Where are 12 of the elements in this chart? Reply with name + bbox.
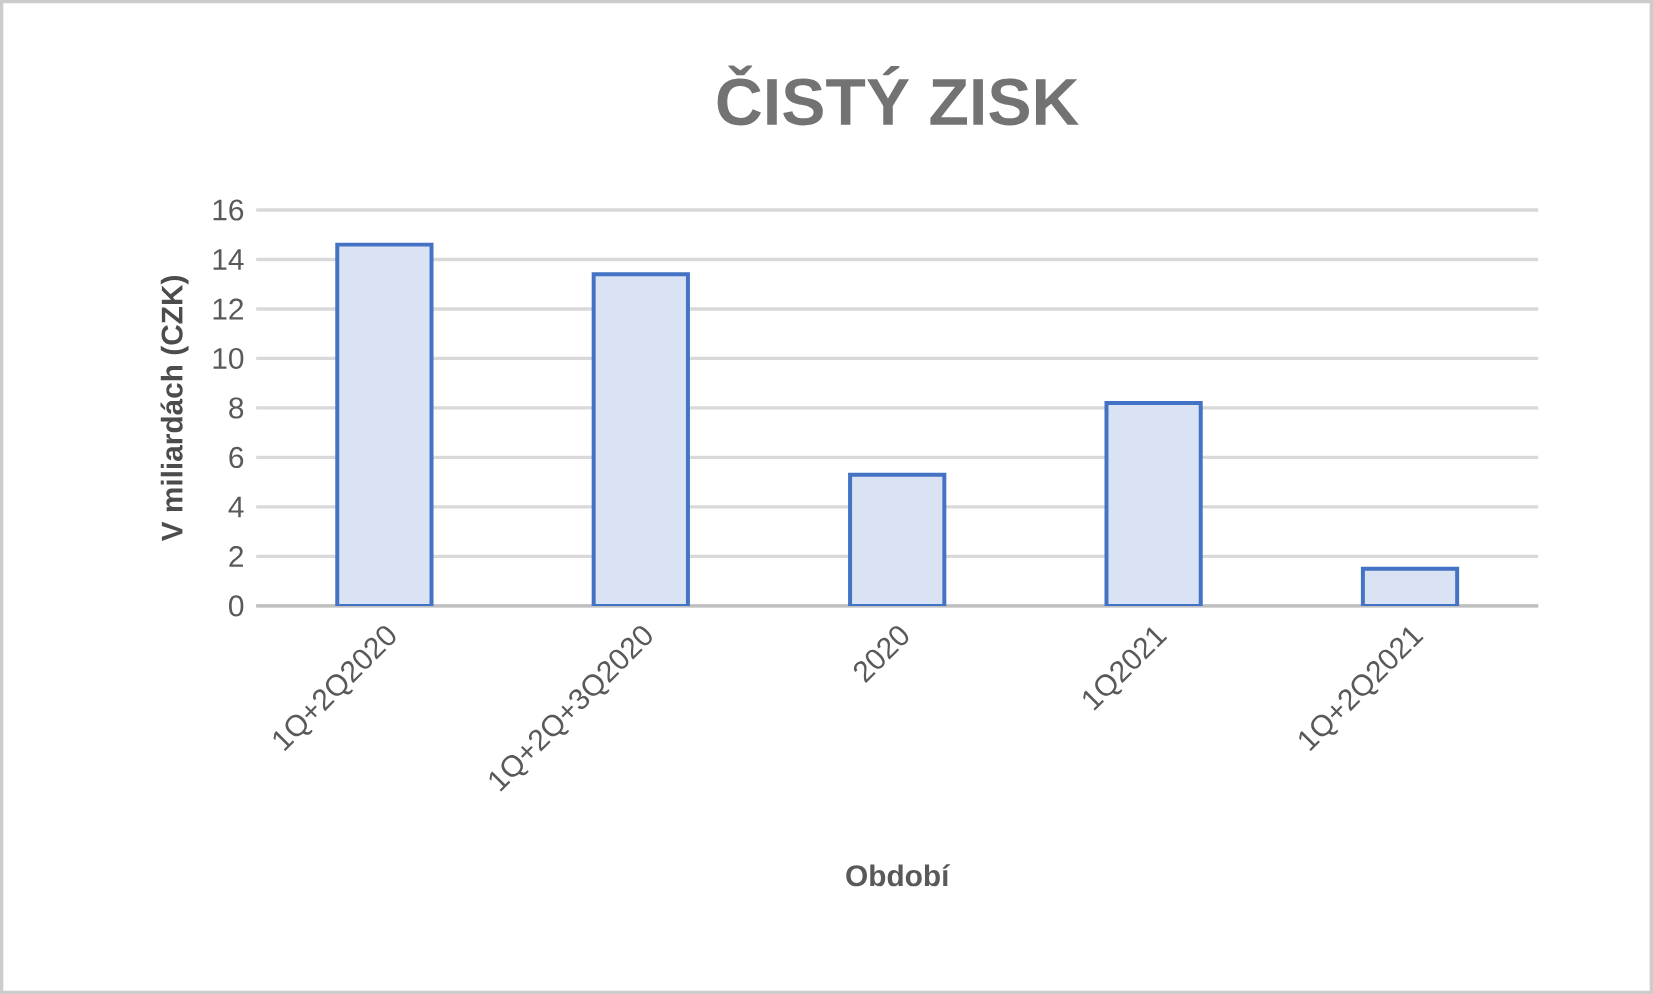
y-tick-label: 8: [229, 397, 244, 419]
y-axis-title: V miliardách (CZK): [160, 276, 189, 542]
y-tick-label: 2: [229, 545, 243, 567]
chart-title: ČISTÝ ZISK: [717, 65, 1079, 126]
y-tick-label: 14: [213, 249, 244, 270]
x-axis-title: Období: [846, 864, 951, 887]
y-tick-label: 6: [229, 446, 244, 468]
y-tick-label: 12: [213, 298, 243, 320]
y-tick-label: 10: [213, 347, 244, 370]
y-tick-label: 0: [229, 595, 244, 617]
y-tick-label: 16: [213, 199, 244, 221]
y-tick-label: 4: [228, 496, 244, 518]
